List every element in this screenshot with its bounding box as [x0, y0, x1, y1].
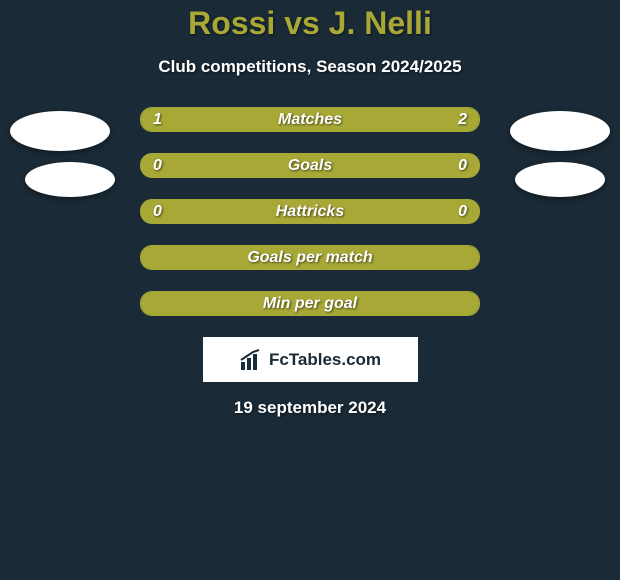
player-avatar-left-2 [25, 162, 115, 197]
branding-badge[interactable]: FcTables.com [203, 337, 418, 382]
page-title: Rossi vs J. Nelli [0, 5, 620, 42]
date-text: 19 september 2024 [0, 398, 620, 418]
stat-row-goals-per-match: Goals per match [140, 245, 480, 270]
stat-value-right: 0 [458, 200, 467, 223]
stat-value-right: 0 [458, 154, 467, 177]
stats-area: 1 Matches 2 0 Goals 0 0 Hattricks 0 Goal… [0, 107, 620, 316]
chart-icon [239, 348, 263, 372]
player-avatar-right-2 [515, 162, 605, 197]
stat-row-hattricks: 0 Hattricks 0 [140, 199, 480, 224]
subtitle: Club competitions, Season 2024/2025 [0, 57, 620, 77]
branding-text: FcTables.com [269, 350, 381, 370]
stat-label: Goals [141, 154, 479, 177]
player-avatar-right-1 [510, 111, 610, 151]
main-container: Rossi vs J. Nelli Club competitions, Sea… [0, 0, 620, 418]
stat-label: Matches [141, 108, 479, 131]
stat-value-right: 2 [458, 108, 467, 131]
stat-row-min-per-goal: Min per goal [140, 291, 480, 316]
stat-label: Goals per match [141, 246, 479, 269]
stat-label: Hattricks [141, 200, 479, 223]
stat-rows: 1 Matches 2 0 Goals 0 0 Hattricks 0 Goal… [140, 107, 480, 316]
stat-row-goals: 0 Goals 0 [140, 153, 480, 178]
player-avatar-left-1 [10, 111, 110, 151]
stat-row-matches: 1 Matches 2 [140, 107, 480, 132]
stat-label: Min per goal [141, 292, 479, 315]
